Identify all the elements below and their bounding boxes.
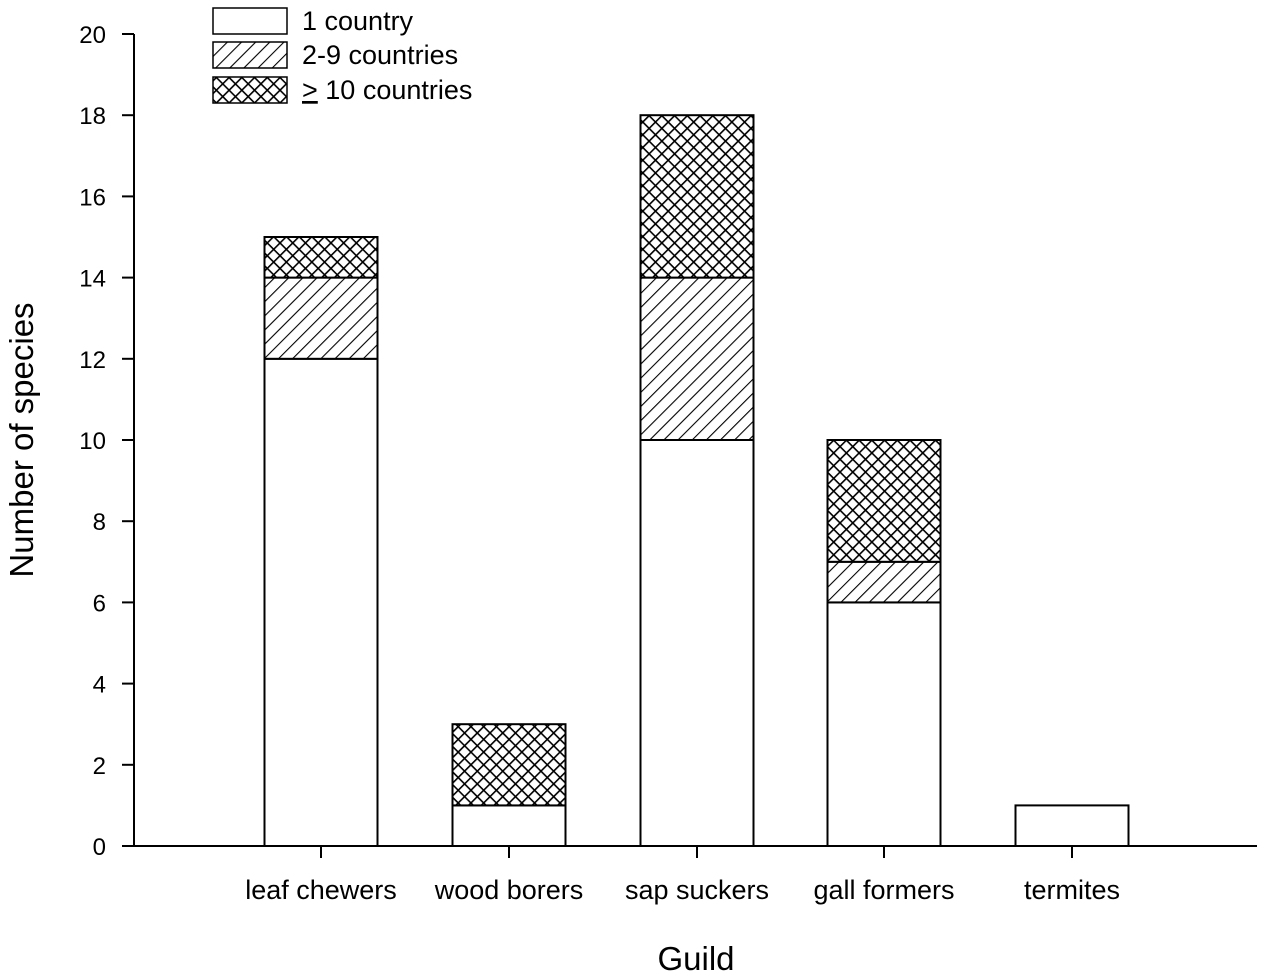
y-tick-label: 16 xyxy=(79,184,106,211)
bar-sap-suckers-solid-white xyxy=(639,439,755,847)
y-tick-label: 2 xyxy=(93,753,106,780)
legend-ge-symbol: > xyxy=(302,75,318,105)
y-tick-label: 0 xyxy=(93,834,106,861)
x-tick-label: leaf chewers xyxy=(245,875,397,905)
x-tick-label: gall formers xyxy=(813,875,954,905)
legend: 1 country 2-9 countries > 10 countries xyxy=(212,6,472,105)
y-tick-label: 12 xyxy=(79,347,106,374)
y-axis-ticks: 0 2 4 6 8 10 12 14 16 18 20 xyxy=(79,22,134,861)
bar-sap-suckers-crosshatch xyxy=(639,114,755,279)
y-tick-label: 4 xyxy=(93,672,106,699)
bar-leaf-chewers-solid-white xyxy=(263,357,379,847)
bar-sap-suckers-diagonal-hatch xyxy=(639,276,755,441)
x-axis-ticks: leaf chewers wood borers sap suckers gall f… xyxy=(245,846,1120,905)
bar-termites-solid-white xyxy=(1014,804,1130,848)
y-tick-label: 20 xyxy=(79,22,106,49)
y-tick-label: 18 xyxy=(79,103,106,130)
x-axis-title: Guild xyxy=(657,940,734,977)
legend-swatch-1-country xyxy=(212,7,288,35)
bar-gall-formers-solid-white xyxy=(826,601,942,848)
bar-leaf-chewers-diagonal-hatch xyxy=(263,276,379,360)
x-tick-label: termites xyxy=(1024,875,1120,905)
bar-gall-formers-crosshatch xyxy=(826,439,942,563)
legend-ge-rest: 10 countries xyxy=(318,75,473,105)
x-tick-label: wood borers xyxy=(434,875,584,905)
bar-gall-formers-diagonal-hatch xyxy=(826,560,942,604)
legend-label-1-country: 1 country xyxy=(302,6,414,36)
legend-swatch-2-9-countries xyxy=(212,41,288,69)
y-tick-label: 8 xyxy=(93,509,106,536)
legend-swatch-10-plus-countries xyxy=(212,76,288,104)
y-tick-label: 14 xyxy=(79,266,106,293)
legend-label-2-9-countries: 2-9 countries xyxy=(302,40,458,70)
y-axis-title: Number of species xyxy=(3,302,40,577)
y-tick-label: 10 xyxy=(79,428,106,455)
legend-label-10-plus-countries: > 10 countries xyxy=(302,75,472,105)
x-tick-label: sap suckers xyxy=(625,875,769,905)
bar-leaf-chewers-crosshatch xyxy=(263,236,379,279)
bar-wood-borers-crosshatch xyxy=(451,723,567,807)
bar-wood-borers-solid-white xyxy=(451,804,567,848)
y-tick-label: 6 xyxy=(93,590,106,617)
bars xyxy=(263,114,1130,848)
